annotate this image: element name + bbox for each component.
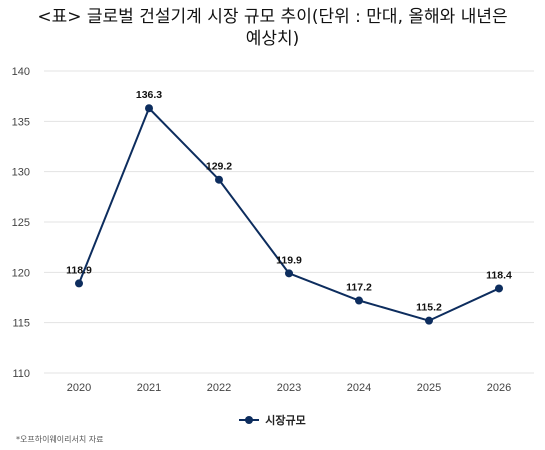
data-point [355,296,363,305]
y-tick-label: 125 [12,217,30,229]
chart-legend[interactable]: 시장규모 [0,412,545,428]
data-point [425,316,433,325]
legend-line-marker-icon [239,415,260,425]
y-tick-label: 110 [12,368,30,380]
source-note: *오프하이웨이리서치 자료 [16,435,104,444]
data-point [495,284,503,293]
x-tick-label: 2024 [347,382,371,394]
data-label: 117.2 [346,282,372,294]
data-label: 115.2 [416,302,442,314]
y-tick-label: 115 [12,318,30,330]
data-label: 118.4 [486,269,512,281]
data-label: 119.9 [276,254,302,266]
chart-title-line-1: <표> 글로벌 건설기계 시장 규모 추이(단위 : 만대, 올해와 내년은 [37,7,508,27]
x-tick-label: 2020 [67,382,91,394]
legend-label: 시장규모 [265,414,306,427]
data-point [285,269,293,278]
data-label: 129.2 [206,161,232,173]
data-label: 118.9 [66,264,92,276]
x-tick-label: 2022 [207,382,231,394]
y-tick-label: 135 [12,116,30,128]
chart-title-line-2: 예상치) [245,29,300,49]
y-tick-label: 130 [12,167,30,179]
y-tick-label: 140 [12,66,30,78]
data-point [75,279,83,288]
chart-title: <표> 글로벌 건설기계 시장 규모 추이(단위 : 만대, 올해와 내년은 예… [0,6,545,50]
x-tick-label: 2023 [277,382,301,394]
data-label: 136.3 [136,89,162,101]
series-line [78,107,500,322]
y-tick-label: 120 [12,267,30,279]
data-point [215,175,223,184]
x-tick-label: 2026 [487,382,511,394]
x-tick-label: 2025 [417,382,441,394]
data-point [145,104,153,113]
x-tick-label: 2021 [137,382,161,394]
